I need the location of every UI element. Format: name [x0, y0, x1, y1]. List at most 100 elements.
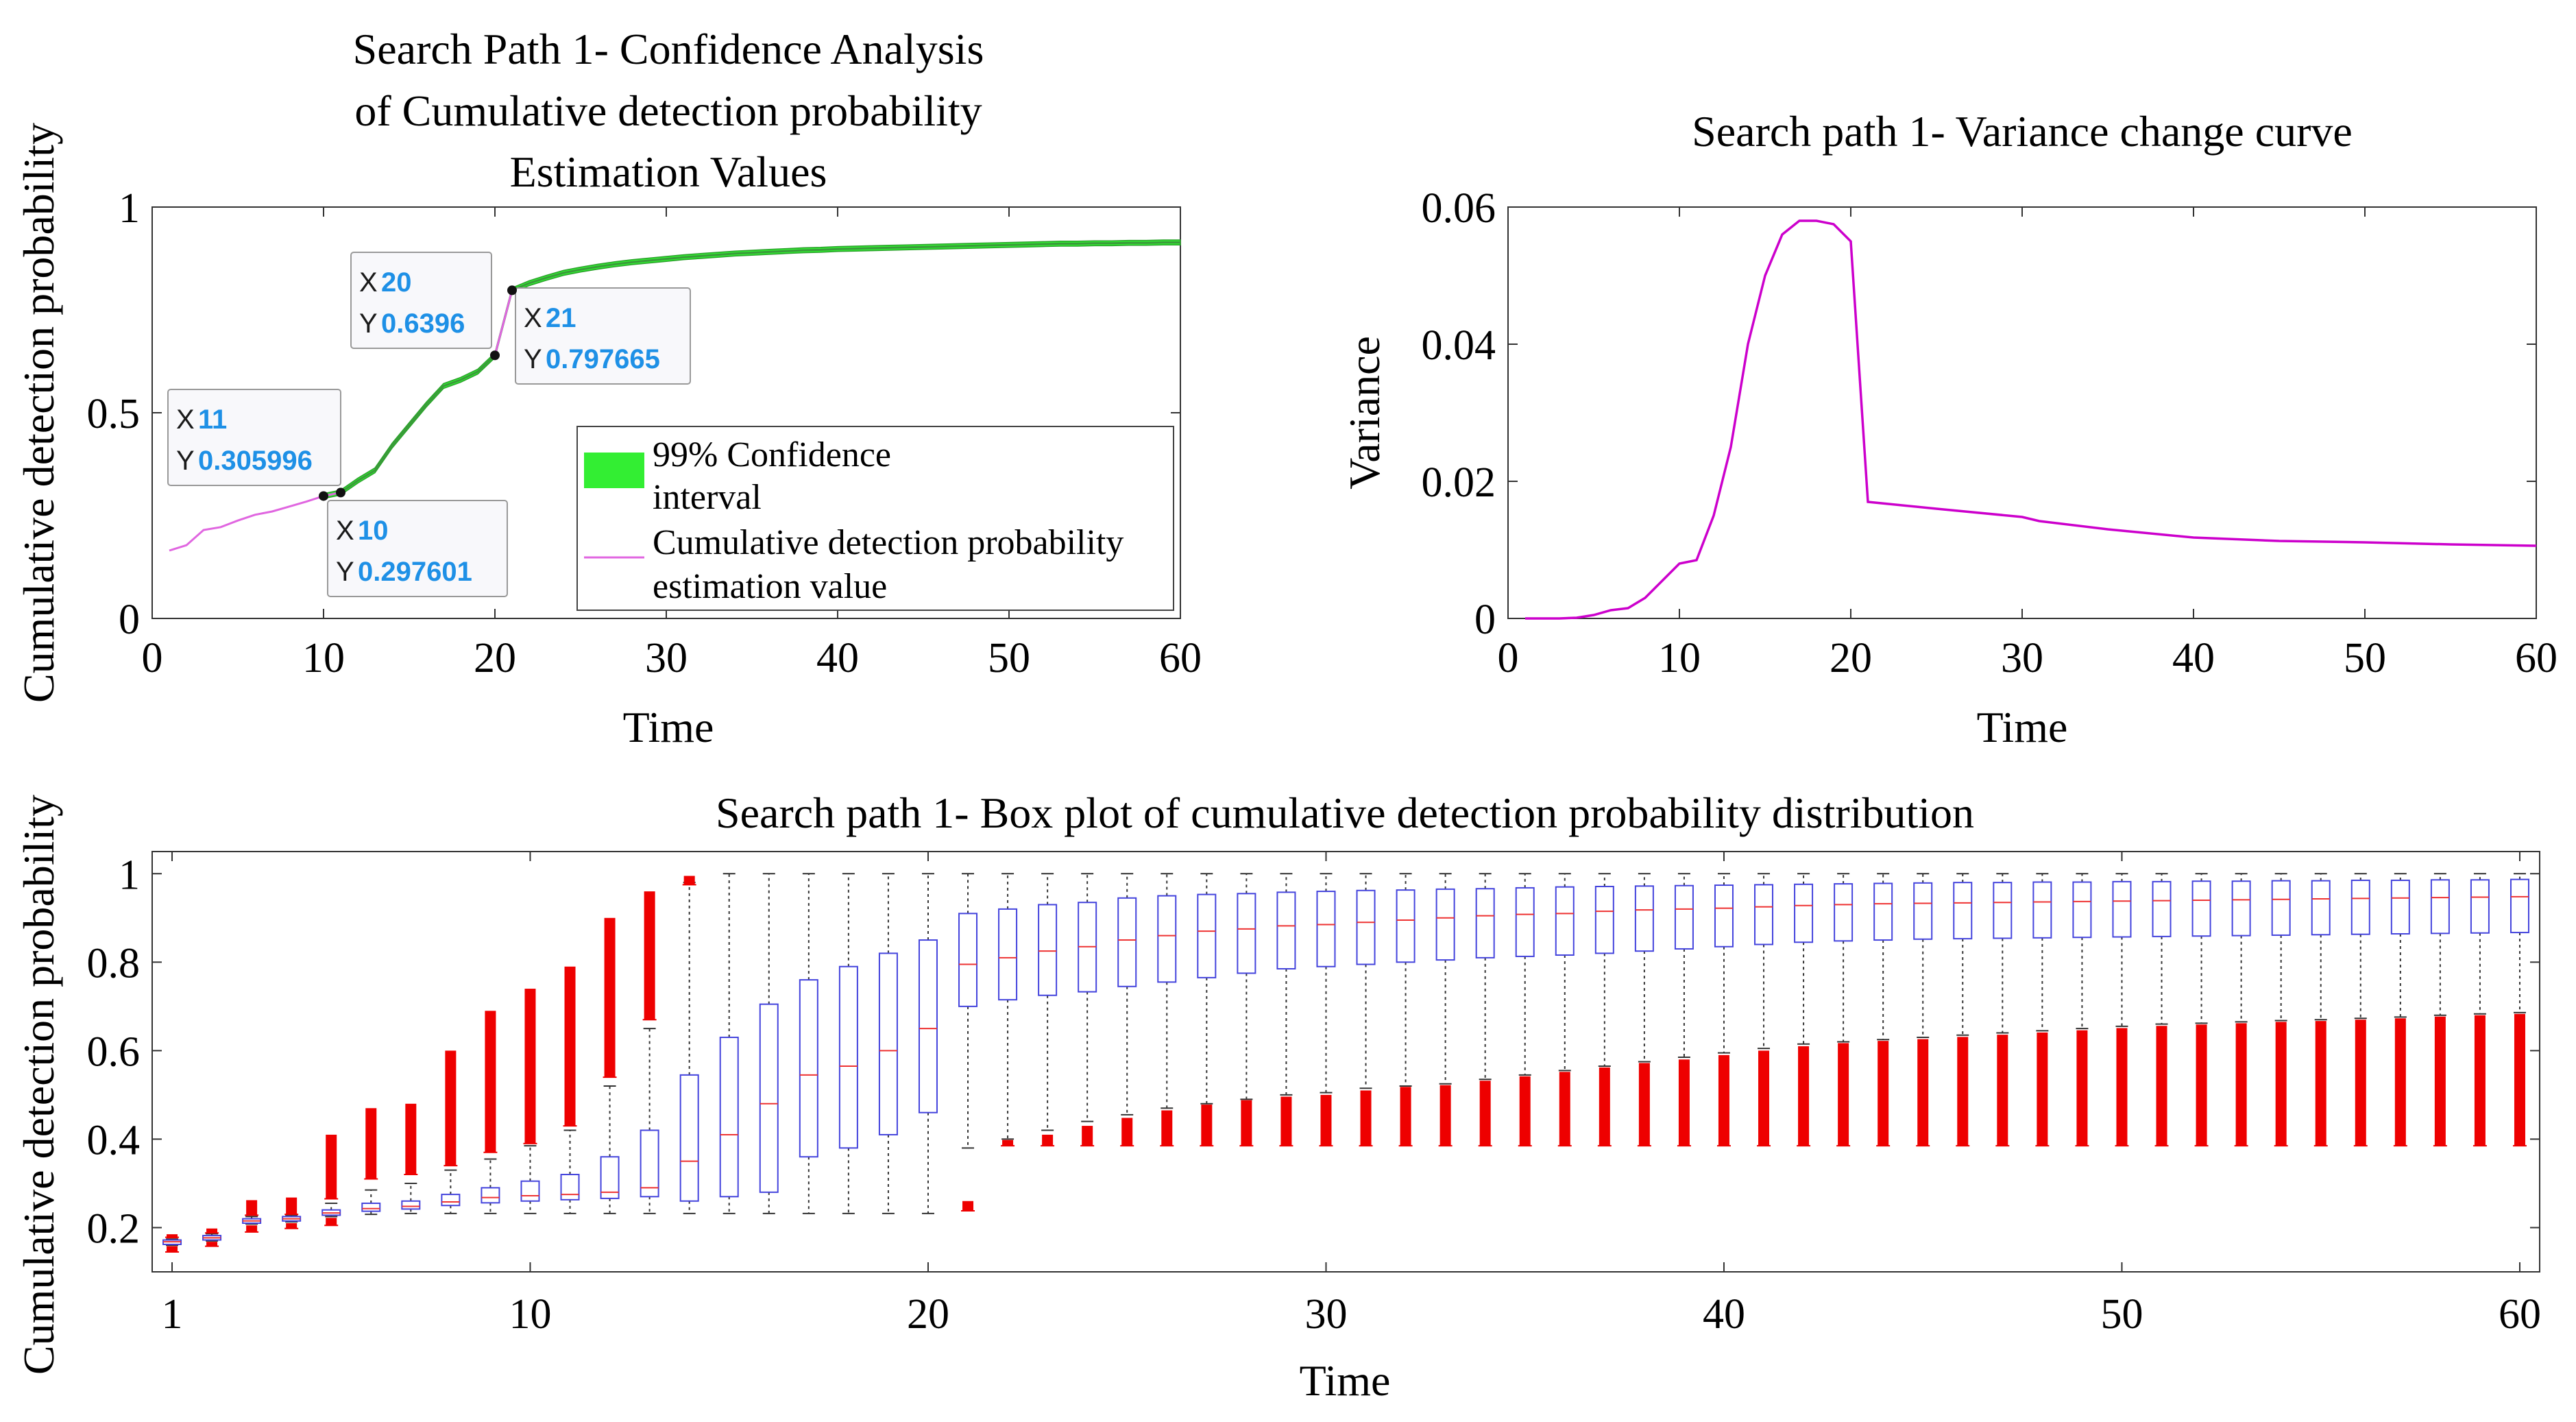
box-outliers-low	[1997, 1035, 2008, 1146]
box-iqr	[2390, 879, 2410, 935]
chart2-ytick-label: 0.02	[1422, 459, 1496, 506]
legend-box	[576, 426, 1174, 611]
box-iqr	[1396, 889, 1415, 963]
confidence-interval-band	[323, 239, 1181, 499]
box-iqr	[838, 965, 858, 1149]
box-iqr	[2191, 880, 2211, 937]
chart3-xtick-label: 20	[907, 1291, 949, 1338]
boxplot-chart: Search path 1- Box plot of cumulative de…	[14, 788, 2541, 1405]
box-outliers-high	[644, 891, 655, 1020]
chart1-ytick-label: 1	[119, 185, 140, 232]
box-item	[799, 873, 818, 1214]
box-outliers-low	[2156, 1026, 2167, 1146]
box-iqr	[1515, 887, 1535, 957]
box-item	[1714, 873, 1734, 1147]
box-item	[282, 1197, 302, 1229]
datatip-y-key: Y	[176, 446, 195, 476]
box-iqr	[361, 1202, 381, 1212]
box-item	[1993, 873, 2013, 1147]
box-outliers-low	[2355, 1020, 2366, 1146]
box-item	[2032, 873, 2052, 1147]
box-item	[1754, 873, 1774, 1147]
box-iqr	[2311, 880, 2331, 936]
box-item	[1038, 873, 1058, 1147]
box-iqr	[1794, 883, 1814, 943]
box-outliers-low	[1519, 1076, 1531, 1146]
datatip-x-key: X	[359, 267, 378, 298]
chart2-title: Search path 1- Variance change curve	[1692, 107, 2353, 156]
box-item	[321, 1134, 341, 1227]
chart2-ylabel: Variance	[1340, 336, 1389, 490]
box-iqr	[1237, 893, 1256, 974]
chart2-axes: 0 10 20 30 40 50 60 0 0.02 0.04 0.06	[1422, 185, 2558, 682]
box-iqr	[1038, 904, 1058, 996]
box-item	[2191, 873, 2211, 1147]
box-item	[2112, 873, 2132, 1147]
chart3-axes-box	[151, 851, 2540, 1273]
box-outliers-low	[1280, 1096, 1292, 1146]
datatip-marker	[490, 350, 500, 361]
box-item	[838, 873, 858, 1214]
box-item	[1117, 873, 1137, 1147]
box-item	[1555, 873, 1575, 1147]
chart2-xlabel: Time	[1977, 703, 2068, 751]
box-outliers-low	[1638, 1063, 1650, 1146]
chart1-xtick-label: 40	[816, 635, 859, 682]
box-item	[878, 873, 898, 1214]
box-iqr	[401, 1200, 421, 1210]
box-iqr	[1953, 882, 1973, 940]
box-item	[1157, 873, 1177, 1147]
box-item	[1913, 873, 1933, 1147]
variance-chart: Search path 1- Variance change curve Var…	[1340, 107, 2557, 751]
chart1-title-line3: Estimation Values	[510, 147, 827, 196]
box-outliers-high	[246, 1200, 258, 1216]
chart3-xtick-label: 50	[2100, 1291, 2143, 1338]
box-iqr	[1117, 897, 1137, 987]
box-item	[162, 1234, 182, 1253]
box-item	[759, 873, 779, 1214]
confidence-analysis-chart: Search Path 1- Confidence Analysis of Cu…	[14, 25, 1202, 751]
box-item	[2231, 873, 2251, 1147]
box-iqr	[2350, 879, 2370, 935]
box-item	[2350, 873, 2370, 1147]
box-iqr	[640, 1129, 659, 1198]
box-outliers-low	[2434, 1016, 2446, 1146]
chart3-ylabel: Cumulative detection probability	[14, 795, 63, 1375]
box-iqr	[1634, 885, 1654, 952]
chart3-xtick-label: 30	[1304, 1291, 1347, 1338]
legend-swatch-confidence	[584, 453, 644, 488]
box-outliers-low	[1320, 1094, 1332, 1146]
box-item	[1594, 873, 1614, 1147]
box-outliers-low	[1400, 1087, 1411, 1146]
box-outliers-low	[1121, 1118, 1133, 1146]
box-iqr	[1594, 885, 1614, 954]
box-outliers-low	[286, 1223, 297, 1229]
box-outliers-low	[2315, 1021, 2326, 1146]
box-item	[2470, 873, 2490, 1147]
chart1-ytick-label: 0	[119, 596, 140, 643]
box-iqr	[2072, 881, 2092, 939]
box-outliers-low	[962, 1201, 974, 1211]
chart1-title-line1: Search Path 1- Confidence Analysis	[353, 25, 984, 73]
box-iqr	[560, 1174, 580, 1201]
box-outliers-low	[1599, 1067, 1610, 1146]
chart1-axes: 0 10 20 30 40 50 60 0 0.5 1	[87, 185, 1202, 682]
datatip-box	[167, 389, 341, 486]
box-outliers-low	[1082, 1126, 1093, 1146]
chart2-xtick-label: 0	[1498, 635, 1519, 682]
box-item	[1873, 873, 1893, 1147]
box-item	[1276, 873, 1296, 1147]
box-iqr	[1555, 886, 1575, 956]
box-iqr	[1197, 893, 1217, 978]
box-item	[2430, 873, 2450, 1147]
box-item	[1237, 873, 1256, 1147]
box-item	[640, 891, 659, 1214]
box-item	[1953, 873, 1973, 1147]
box-item	[2271, 873, 2291, 1147]
chart3-ytick-label: 0.6	[87, 1028, 141, 1075]
box-outliers-high	[445, 1050, 457, 1166]
box-iqr	[998, 908, 1018, 1001]
box-item	[679, 876, 699, 1214]
box-outliers-low	[1439, 1085, 1451, 1146]
box-outliers-low	[1241, 1100, 1252, 1146]
